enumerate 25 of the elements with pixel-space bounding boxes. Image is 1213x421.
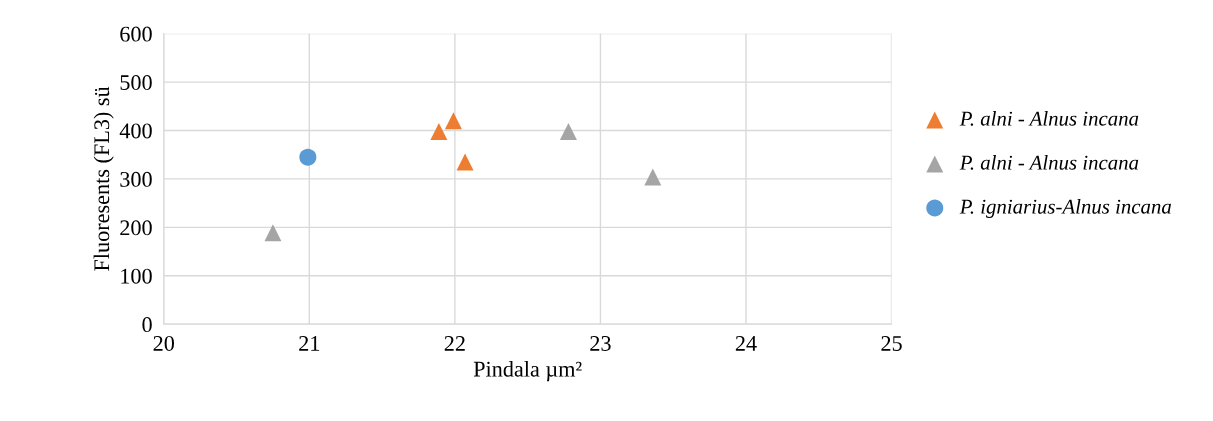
y-tick-label: 100	[121, 268, 152, 284]
point	[559, 122, 577, 140]
y-tick-label: 300	[120, 171, 152, 187]
y-axis-title: Fluoresents (FL3) sü	[93, 86, 114, 271]
point	[299, 148, 317, 166]
x-tick-label: 23	[590, 335, 611, 351]
point	[430, 122, 448, 140]
point	[644, 168, 662, 186]
x-tick-label: 21	[299, 335, 320, 351]
x-axis-title: Pindala µm²	[473, 360, 582, 382]
y-tick-label: 0	[142, 317, 152, 333]
y-tick-label: 200	[120, 220, 152, 236]
legend-label: P. igniarius-Alnus incana	[959, 199, 1171, 218]
y-tick-label: 400	[119, 123, 152, 139]
x-tick-label: 22	[444, 335, 465, 351]
y-tick-label: 500	[120, 75, 152, 91]
legend-label: P. alni - Alnus incana	[959, 111, 1139, 126]
x-tick-label: 20	[153, 335, 175, 351]
x-tick-label: 25	[881, 335, 902, 351]
point	[264, 224, 282, 242]
legend-label: P. alni - Alnus incana	[959, 155, 1139, 170]
y-tick-label: 600	[120, 26, 152, 42]
x-tick-label: 24	[735, 335, 757, 351]
point	[444, 112, 462, 130]
point	[456, 153, 474, 171]
